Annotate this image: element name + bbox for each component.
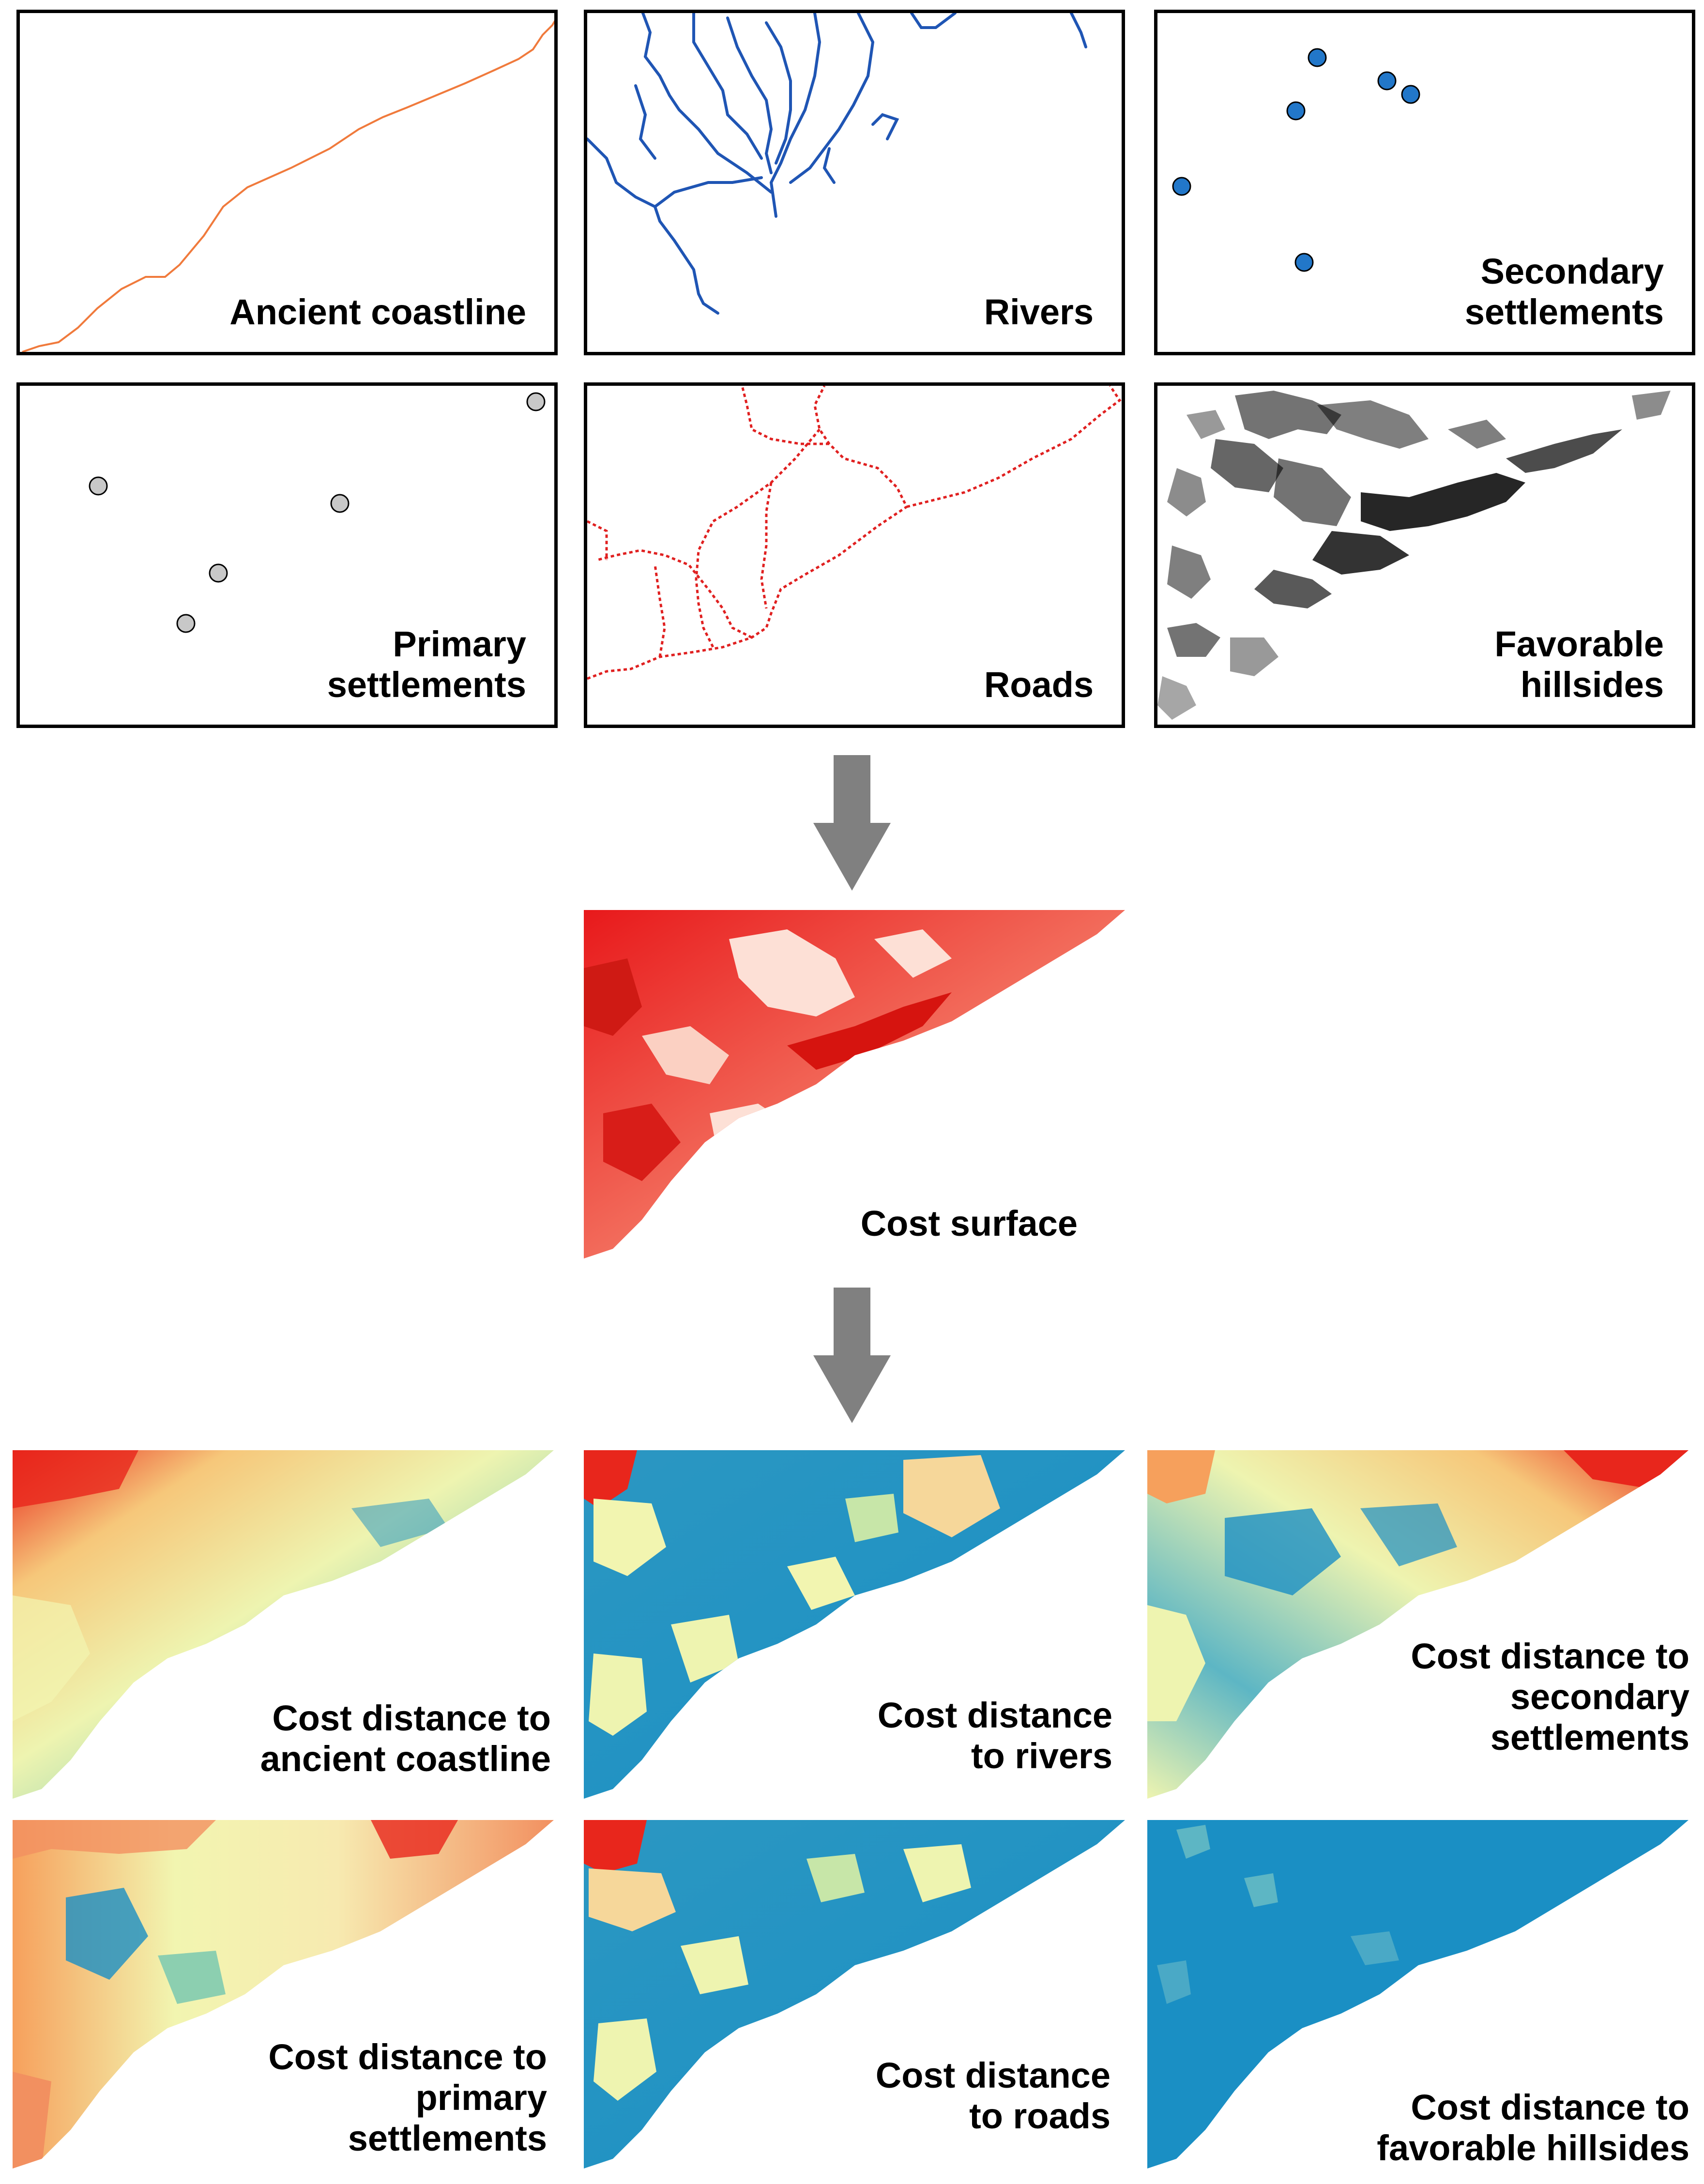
cost-distance-raster <box>1147 1450 1689 1799</box>
panel-favorable-hillsides: Favorable hillsides <box>1154 382 1695 728</box>
cost-distance-raster <box>1147 1820 1689 2169</box>
cost-surface-label: Cost surface <box>860 1203 1078 1244</box>
cost-distance-label: Cost distance to ancient coastline <box>260 1698 551 1779</box>
cost-distance-label: Cost distance to roads <box>875 2055 1111 2136</box>
black-hillside-patches-icon <box>1157 391 1692 725</box>
layer-label: Favorable hillsides <box>1494 624 1664 705</box>
layer-label: Primary settlements <box>327 624 526 705</box>
cost-distance-secondary-map: Cost distance to secondary settlements <box>1147 1450 1689 1799</box>
blue-points-icon <box>1172 48 1420 272</box>
panel-rivers: Rivers <box>584 10 1125 355</box>
down-arrow-icon <box>813 755 891 891</box>
down-arrow-icon <box>813 1288 891 1423</box>
cost-distance-coastline-map: Cost distance to ancient coastline <box>13 1450 554 1799</box>
layer-label: Rivers <box>984 292 1094 332</box>
layer-label: Roads <box>984 665 1094 705</box>
panel-ancient-coastline: Ancient coastline <box>16 10 558 355</box>
layer-label: Secondary settlements <box>1464 251 1664 332</box>
cost-surface-map: Cost surface <box>584 910 1125 1259</box>
cost-distance-rivers-map: Cost distance to rivers <box>584 1450 1125 1799</box>
cost-distance-raster <box>13 1820 554 2169</box>
cost-distance-primary-map: Cost distance to primary settlements <box>13 1820 554 2169</box>
cost-distance-label: Cost distance to primary settlements <box>268 2037 547 2158</box>
layer-label: Ancient coastline <box>229 292 526 332</box>
panel-primary-settlements: Primary settlements <box>16 382 558 728</box>
grey-points-icon <box>89 392 546 633</box>
dotted-road-network-icon <box>587 386 1122 680</box>
cost-distance-hillsides-map: Cost distance to favorable hillsides <box>1147 1820 1689 2169</box>
panel-roads: Roads <box>584 382 1125 728</box>
cost-distance-raster <box>584 1450 1125 1799</box>
cost-distance-raster <box>13 1450 554 1799</box>
river-network-icon <box>587 13 1087 315</box>
cost-distance-label: Cost distance to rivers <box>877 1695 1112 1776</box>
cost-distance-roads-map: Cost distance to roads <box>584 1820 1125 2169</box>
panel-secondary-settlements: Secondary settlements <box>1154 10 1695 355</box>
cost-distance-raster <box>584 1820 1125 2169</box>
cost-distance-label: Cost distance to secondary settlements <box>1411 1636 1689 1758</box>
cost-surface-raster <box>584 910 1125 1259</box>
cost-distance-label: Cost distance to favorable hillsides <box>1377 2087 1689 2168</box>
coastline-line-icon <box>22 20 554 352</box>
